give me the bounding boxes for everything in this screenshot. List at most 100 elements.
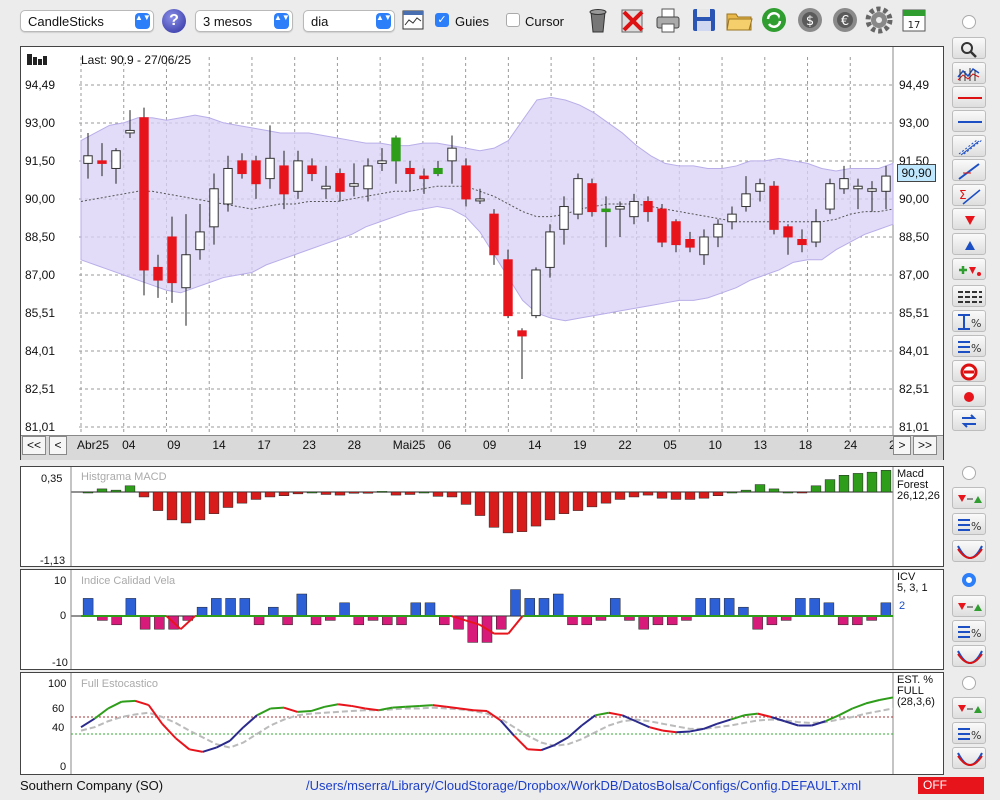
signal-arrows-icon bbox=[958, 705, 982, 713]
macd-bar bbox=[796, 491, 808, 494]
nav-next-button[interactable]: > bbox=[893, 436, 911, 455]
bollinger-tool[interactable] bbox=[952, 62, 986, 84]
candle-body bbox=[811, 221, 821, 243]
config-path-link[interactable]: /Users/mserra/Library/CloudStorage/Dropb… bbox=[306, 778, 862, 793]
macd-cross-tool[interactable] bbox=[952, 540, 986, 562]
red-line-tool[interactable] bbox=[952, 86, 986, 108]
icv-bar bbox=[353, 615, 365, 626]
stoch-cross-tool[interactable] bbox=[952, 747, 986, 769]
stoch-k-segment bbox=[80, 717, 96, 729]
icv-signals-tool[interactable] bbox=[952, 595, 986, 617]
candle-body bbox=[545, 231, 555, 268]
stochastic-panel[interactable]: Full Estocastico 100 60 40 0 EST. % FULL… bbox=[20, 672, 944, 775]
candle bbox=[83, 132, 93, 179]
stoch-percent-tool[interactable]: % bbox=[952, 722, 986, 744]
percent-lines-tool[interactable]: % bbox=[952, 335, 986, 357]
percent-range-tool[interactable]: % bbox=[952, 310, 986, 332]
settings-gear-icon[interactable] bbox=[865, 6, 893, 34]
status-off-badge[interactable]: OFF bbox=[918, 777, 984, 794]
sell-arrow-tool[interactable] bbox=[952, 208, 986, 230]
candle bbox=[265, 125, 275, 189]
zoom-tool[interactable] bbox=[952, 37, 986, 59]
nav-first-button[interactable]: << bbox=[22, 436, 46, 455]
price-tick-label: 84,01 bbox=[899, 344, 930, 358]
price-tick-label: 94,49 bbox=[899, 78, 930, 92]
stoch-k-segment bbox=[134, 699, 149, 707]
chart-window-icon[interactable] bbox=[402, 10, 424, 30]
blue-line-tool[interactable] bbox=[952, 110, 986, 132]
nav-last-button[interactable]: >> bbox=[913, 436, 937, 455]
candle bbox=[251, 155, 261, 199]
stoch-signals-tool[interactable] bbox=[952, 697, 986, 719]
price-tick-label: 82,51 bbox=[899, 382, 930, 396]
macd-signals-tool[interactable] bbox=[952, 487, 986, 509]
buy-arrow-tool[interactable] bbox=[952, 233, 986, 255]
macd-panel[interactable]: Histgrama MACD 0,35 -1,13 Macd Forest 26… bbox=[20, 466, 944, 567]
calendar-icon[interactable]: 17 bbox=[900, 6, 928, 34]
stoch-k-segment bbox=[392, 705, 406, 709]
icv-cross-tool[interactable] bbox=[952, 645, 986, 667]
last-price-label: Last: 90.9 - 27/06/25 bbox=[81, 53, 192, 67]
grid-lines-tool[interactable] bbox=[952, 285, 986, 307]
icv-panel[interactable]: Indice Calidad Vela 10 0 -10 ICV 5, 3, 1… bbox=[20, 569, 944, 670]
price-panel[interactable]: Last: 90.9 - 27/06/25 94,49 93,00 91,50 90,… bbox=[20, 46, 944, 460]
candle bbox=[195, 203, 205, 260]
nav-prev-button[interactable]: < bbox=[49, 436, 67, 455]
stochastic-chart[interactable] bbox=[21, 673, 943, 774]
macd-bar bbox=[152, 491, 164, 511]
channel-tool[interactable] bbox=[952, 135, 986, 157]
stoch-k-segment bbox=[405, 704, 420, 708]
stoch-legend-2: FULL bbox=[897, 685, 924, 697]
refresh-icon[interactable] bbox=[760, 6, 788, 34]
panel-radio-stoch[interactable] bbox=[962, 676, 976, 690]
toolbar: CandleSticks ▲▼ ? 3 mesos ▲▼ dia ▲▼ ✓ Guies… bbox=[0, 0, 1000, 44]
candle-body bbox=[643, 200, 653, 213]
chart-type-select[interactable]: CandleSticks ▲▼ bbox=[20, 10, 154, 32]
icv-bar bbox=[695, 598, 706, 617]
interval-select[interactable]: dia ▲▼ bbox=[303, 10, 395, 32]
macd-bar bbox=[502, 491, 514, 534]
candle-body bbox=[615, 206, 625, 210]
save-icon[interactable] bbox=[690, 6, 718, 34]
candle bbox=[881, 165, 891, 210]
macd-bar bbox=[852, 473, 864, 493]
no-tool[interactable] bbox=[952, 360, 986, 382]
dollar-sync-icon[interactable]: $ bbox=[796, 6, 824, 34]
candle-body bbox=[741, 193, 751, 208]
panel-radio-main[interactable] bbox=[962, 15, 976, 29]
price-chart[interactable] bbox=[21, 47, 943, 459]
period-select[interactable]: 3 mesos ▲▼ bbox=[195, 10, 293, 32]
macd-bar bbox=[390, 491, 402, 496]
candle bbox=[755, 178, 765, 202]
horizontal-blue-line-icon bbox=[958, 121, 982, 123]
trash-icon[interactable] bbox=[584, 6, 612, 34]
icv-chart[interactable] bbox=[21, 570, 943, 669]
macd-bar bbox=[488, 491, 500, 528]
icv-percent-tool[interactable]: % bbox=[952, 620, 986, 642]
company-name: Southern Company (SO) bbox=[20, 778, 164, 793]
date-axis-bar bbox=[21, 435, 943, 460]
help-icon[interactable]: ? bbox=[162, 9, 186, 33]
stoch-k-segment bbox=[161, 723, 177, 739]
record-tool[interactable] bbox=[952, 385, 986, 407]
macd-percent-tool[interactable]: % bbox=[952, 513, 986, 535]
signals-tool[interactable] bbox=[952, 258, 986, 280]
stoch-k-segment bbox=[270, 706, 285, 710]
swap-tool[interactable] bbox=[952, 409, 986, 431]
delete-icon[interactable] bbox=[619, 6, 647, 34]
macd-chart[interactable] bbox=[21, 467, 943, 566]
trendline-tool[interactable] bbox=[952, 159, 986, 181]
open-folder-icon[interactable] bbox=[725, 6, 753, 34]
icv-bar bbox=[339, 602, 350, 617]
fibonacci-tool[interactable]: Σ bbox=[952, 184, 986, 206]
cursor-checkbox[interactable] bbox=[506, 13, 520, 27]
panel-radio-icv[interactable] bbox=[962, 573, 976, 587]
print-icon[interactable] bbox=[654, 6, 682, 34]
candle bbox=[783, 224, 793, 255]
panel-radio-macd[interactable] bbox=[962, 466, 976, 480]
stoch-40-label: 40 bbox=[52, 722, 65, 734]
guides-checkbox[interactable]: ✓ bbox=[435, 13, 449, 27]
euro-icon[interactable]: € bbox=[831, 6, 859, 34]
signal-arrows-icon bbox=[958, 603, 982, 611]
candle bbox=[181, 214, 191, 326]
